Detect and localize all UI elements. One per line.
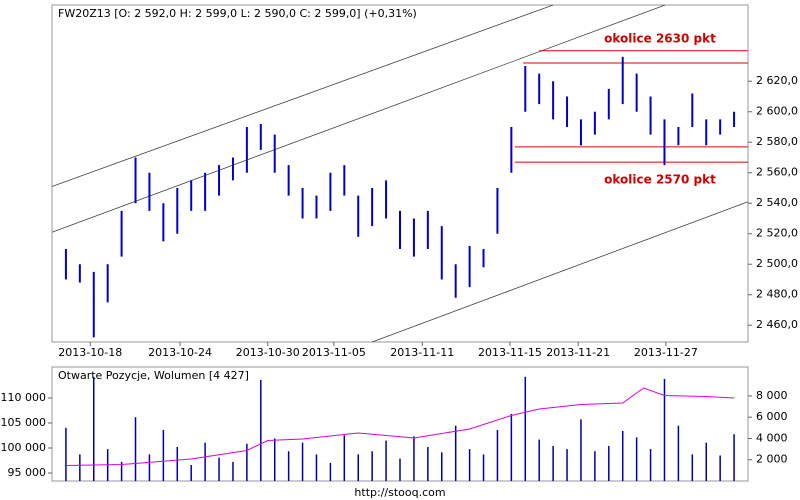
x-tick-label: 2013-11-05 [302, 346, 366, 359]
x-tick-label: 2013-11-27 [634, 346, 698, 359]
panel-title: Otwarte Pozycje, Wolumen [4 427] [58, 369, 249, 382]
annotation: okolice 2630 pkt [604, 32, 716, 46]
y-tick-label: 95 000 [8, 466, 47, 479]
trend-line [372, 201, 749, 343]
y-tick-label: 2 460,0 [756, 318, 798, 331]
y2-tick-label: 2 000 [756, 453, 788, 466]
x-tick-label: 2013-10-18 [58, 346, 122, 359]
y-tick-label: 100 000 [1, 441, 47, 454]
x-tick-label: 2013-11-21 [546, 346, 610, 359]
y2-tick-label: 4 000 [756, 431, 788, 444]
x-tick-label: 2013-10-24 [148, 346, 212, 359]
open-interest-line [65, 387, 735, 466]
source: http://stooq.com [354, 486, 445, 499]
trend-line [51, 4, 666, 233]
y-tick-label: 2 480,0 [756, 288, 798, 301]
y-tick-label: 2 560,0 [756, 166, 798, 179]
y-tick-label: 2 500,0 [756, 257, 798, 270]
trend-line [51, 4, 554, 187]
y2-tick-label: 8 000 [756, 389, 788, 402]
x-tick-label: 2013-11-11 [390, 346, 454, 359]
y-tick-label: 2 580,0 [756, 135, 798, 148]
y-tick-label: 110 000 [1, 391, 47, 404]
x-tick-label: 2013-10-30 [236, 346, 300, 359]
y2-tick-label: 6 000 [756, 410, 788, 423]
chart-title: FW20Z13 [O: 2 592,0 H: 2 599,0 L: 2 590,… [58, 7, 417, 20]
y-tick-label: 2 600,0 [756, 105, 798, 118]
y-tick-label: 2 520,0 [756, 227, 798, 240]
x-tick-label: 2013-11-15 [478, 346, 542, 359]
y-tick-label: 105 000 [1, 416, 47, 429]
y-tick-label: 2 540,0 [756, 196, 798, 209]
annotation: okolice 2570 pkt [604, 173, 716, 187]
y-tick-label: 2 620,0 [756, 74, 798, 87]
price-panel [51, 4, 749, 343]
